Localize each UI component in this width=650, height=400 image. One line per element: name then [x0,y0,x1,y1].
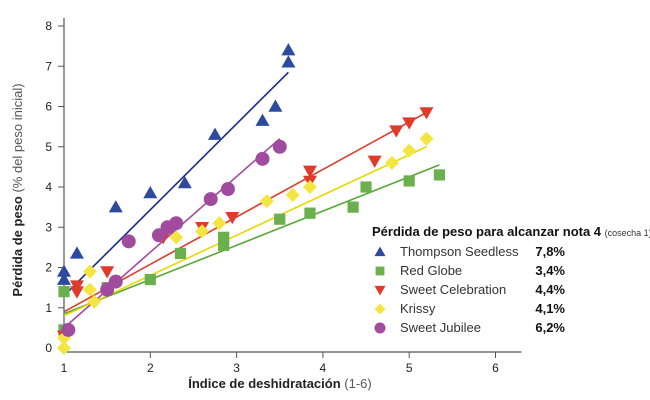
point-thompson-seedless [281,43,296,56]
y-tick-label: 7 [45,59,52,73]
legend-marker-red-globe [375,266,385,276]
point-thompson-seedless [255,113,270,126]
point-sweet-celebration [100,266,115,279]
point-sweet-jubilee [169,216,184,231]
trendline-thompson-seedless [63,71,289,297]
y-tick-label: 1 [45,301,52,315]
point-krissy [195,224,210,239]
point-krissy [384,155,399,170]
x-tick-label: 1 [61,361,68,375]
y-tick-label: 6 [45,100,52,114]
point-red-globe [304,207,316,219]
point-krissy [57,341,71,355]
x-tick-label: 4 [320,361,327,375]
point-krissy [82,282,97,297]
trendline-red-globe [63,164,440,315]
y-axis-label: Pérdida de peso (% del peso inicial) [10,83,25,296]
y-tick-label: 5 [45,140,52,154]
point-sweet-celebration [302,165,317,178]
point-sweet-jubilee [220,182,235,197]
point-red-globe [144,273,156,286]
legend-label-sweet-jubilee: Sweet Jubilee [400,320,481,335]
legend-value-thompson-seedless: 7,8% [535,244,565,259]
point-red-globe [174,247,187,260]
point-red-globe [58,286,70,298]
legend-marker-sweet-jubilee [374,322,386,334]
point-thompson-seedless [57,264,71,277]
point-sweet-jubilee [61,322,76,337]
point-krissy [285,188,300,203]
legend-label-red-globe: Red Globe [400,263,462,278]
point-sweet-jubilee [255,151,270,166]
legend-marker-krissy [374,303,386,315]
point-red-globe [360,181,372,193]
point-sweet-celebration [402,117,417,130]
x-tick-label: 3 [233,361,240,375]
point-red-globe [347,201,359,213]
trendline-sweet-celebration [63,111,427,313]
point-krissy [419,131,434,146]
x-axis-label: Índice de deshidratación (1-6) [188,376,372,391]
legend-value-sweet-celebration: 4,4% [535,282,565,297]
point-thompson-seedless [57,272,71,285]
legend-value-red-globe: 3,4% [535,263,565,278]
x-tick-label: 5 [406,361,413,375]
y-tick-label: 2 [45,261,52,275]
point-red-globe [218,231,230,243]
point-krissy [87,294,102,309]
x-tick-label: 2 [147,361,154,375]
point-krissy [302,180,317,194]
legend: Thompson Seedless 7,8% Red Globe 3,4% Sweet … [374,244,565,335]
point-thompson-seedless [108,200,123,213]
point-thompson-seedless [69,246,84,259]
legend-marker-sweet-celebration [374,285,386,296]
point-sweet-celebration [419,107,434,120]
point-krissy [169,230,184,245]
point-red-globe [218,239,230,251]
legend-label-thompson-seedless: Thompson Seedless [400,244,519,259]
point-thompson-seedless [281,55,296,68]
point-sweet-celebration [367,155,382,168]
point-thompson-seedless [143,186,158,199]
legend-value-krissy: 4,1% [535,301,565,316]
point-red-globe [403,175,415,187]
point-red-globe [433,169,446,181]
trendline-krissy [63,146,427,317]
y-tick-label: 0 [45,341,52,355]
trendline-sweet-jubilee [63,138,281,329]
point-sweet-celebration [225,211,240,225]
point-sweet-celebration [389,125,404,138]
y-tick-label: 8 [45,19,52,33]
point-krissy [212,216,227,231]
point-sweet-jubilee [121,234,136,249]
y-tick-label: 3 [45,220,52,234]
point-sweet-jubilee [108,274,123,289]
legend-value-sweet-jubilee: 6,2% [535,320,565,335]
legend-title: Pérdida de peso para alcanzar nota 4 (co… [372,224,650,239]
point-krissy [82,264,97,279]
point-thompson-seedless [268,99,283,112]
point-thompson-seedless [208,127,223,140]
point-sweet-jubilee [203,192,218,207]
point-krissy [259,194,274,209]
x-tick-label: 6 [492,361,499,375]
y-tick-label: 4 [45,180,52,194]
legend-label-krissy: Krissy [400,301,436,316]
point-red-globe [274,213,286,225]
point-thompson-seedless [177,175,192,189]
legend-marker-thompson-seedless [374,246,386,257]
point-sweet-celebration [69,286,84,299]
point-sweet-jubilee [272,139,287,154]
legend-label-sweet-celebration: Sweet Celebration [400,282,506,297]
point-krissy [402,143,417,158]
